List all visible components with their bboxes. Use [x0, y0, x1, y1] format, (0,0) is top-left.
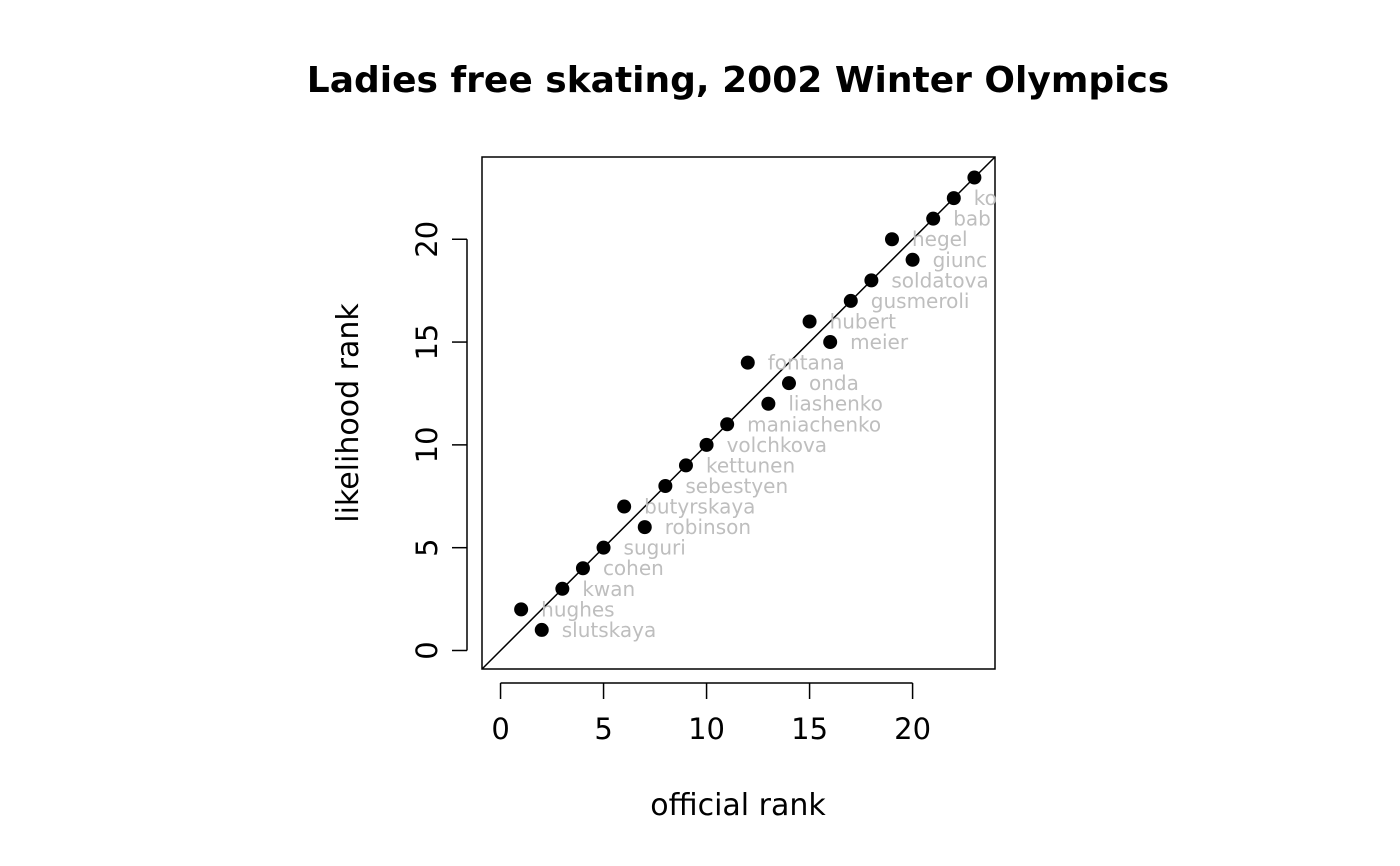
data-point — [637, 520, 652, 535]
data-point — [884, 232, 899, 247]
data-point — [864, 273, 879, 288]
data-points — [514, 170, 982, 637]
point-label: soldatova — [891, 268, 988, 292]
point-label: kettunen — [706, 453, 795, 477]
data-point — [926, 211, 941, 226]
data-point — [514, 602, 529, 617]
x-axis: 0 5 10 15 20 — [491, 682, 931, 746]
data-point — [946, 191, 961, 206]
data-point — [575, 561, 590, 576]
point-label: giunc — [933, 248, 988, 272]
data-point — [596, 540, 611, 555]
point-label: onda — [809, 371, 859, 395]
point-label: kwan — [582, 577, 635, 601]
reference-line — [482, 157, 995, 669]
x-tick-label: 20 — [894, 712, 931, 746]
x-tick-label: 5 — [594, 712, 612, 746]
data-point — [761, 396, 776, 411]
plot-area — [482, 157, 995, 669]
point-label: maniachenko — [747, 412, 881, 436]
point-label: hubert — [830, 309, 897, 333]
point-label: volchkova — [727, 433, 828, 457]
point-label: meier — [850, 330, 909, 354]
point-label: hughes — [541, 597, 614, 621]
data-point — [740, 355, 755, 370]
x-tick-label: 10 — [688, 712, 725, 746]
y-axis: 0 5 10 15 20 — [410, 221, 468, 660]
chart-title: Ladies free skating, 2002 Winter Olympic… — [307, 60, 1169, 101]
data-point — [658, 478, 673, 493]
data-point — [802, 314, 817, 329]
data-point — [843, 293, 858, 308]
data-point — [678, 458, 693, 473]
data-point — [720, 417, 735, 432]
x-tick-label: 15 — [791, 712, 828, 746]
data-point — [967, 170, 982, 185]
x-axis-title: official rank — [650, 788, 826, 823]
point-label: fontana — [768, 351, 845, 375]
data-point — [534, 622, 549, 637]
point-label: gusmeroli — [871, 289, 970, 313]
y-tick-label: 20 — [410, 221, 444, 258]
y-tick-label: 0 — [410, 641, 444, 659]
point-label: bab — [953, 207, 991, 231]
y-tick-label: 15 — [410, 324, 444, 361]
point-label: robinson — [665, 515, 751, 539]
data-point — [905, 252, 920, 267]
point-label: ko — [974, 186, 997, 210]
point-label: cohen — [603, 556, 664, 580]
point-label: liashenko — [788, 392, 883, 416]
data-point — [823, 335, 838, 350]
y-tick-label: 5 — [410, 538, 444, 556]
point-label: slutskaya — [562, 618, 657, 642]
point-label: hegel — [912, 227, 968, 251]
plot-frame — [481, 156, 996, 670]
data-point — [555, 581, 570, 596]
x-tick-label: 0 — [491, 712, 509, 746]
data-point — [699, 437, 714, 452]
y-axis-title: likelihood rank — [331, 303, 366, 523]
point-label: sebestyen — [685, 474, 788, 498]
y-tick-label: 10 — [410, 426, 444, 463]
point-label: suguri — [624, 536, 686, 560]
data-point — [781, 376, 796, 391]
data-point — [617, 499, 632, 514]
point-label: butyrskaya — [644, 495, 755, 519]
